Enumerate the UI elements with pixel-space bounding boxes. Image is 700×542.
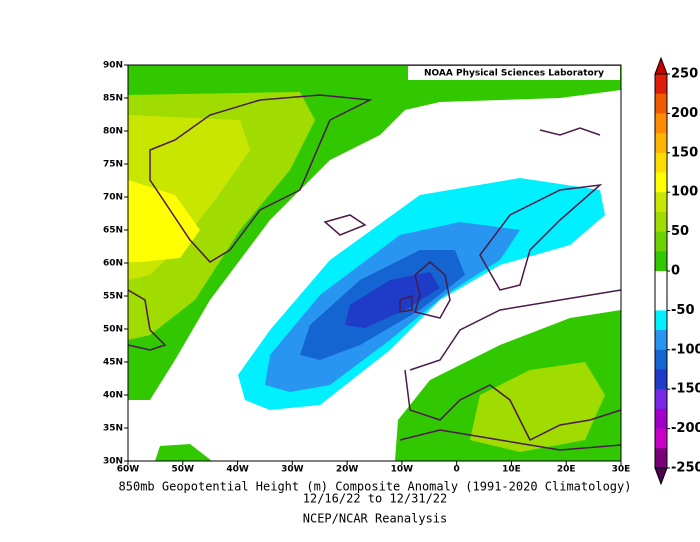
map: NOAA Physical Sciences Laboratory — [127, 64, 622, 462]
colorbar-segment — [655, 408, 667, 429]
lat-label: 45N — [103, 358, 123, 368]
colorbar-segment — [655, 349, 667, 370]
lat-label: 50N — [103, 325, 123, 335]
africa-coast — [399, 429, 622, 451]
scandinavia — [479, 183, 603, 291]
lat-label: 40N — [103, 391, 123, 401]
colorbar-segment — [655, 290, 667, 311]
lat-label: 70N — [103, 193, 123, 203]
lon-label: 10W — [391, 465, 414, 475]
colorbar-segment — [655, 251, 667, 272]
svalbard — [539, 127, 601, 136]
europe — [404, 289, 622, 442]
lat-label: 55N — [103, 292, 123, 302]
colorbar-label: -50 — [671, 303, 695, 318]
britain — [414, 261, 451, 319]
caption-source: NCEP/NCAR Reanalysis — [303, 512, 448, 526]
colorbar-segment — [655, 152, 667, 173]
colorbar-segment — [655, 448, 667, 469]
colorbar-segment — [655, 211, 667, 232]
colorbar-segment — [655, 192, 667, 213]
lat-label: 65N — [103, 226, 123, 236]
colorbar-label: 0 — [671, 264, 680, 279]
caption-title: 850mb Geopotential Height (m) Composite … — [119, 480, 632, 494]
contour-fill — [470, 362, 605, 452]
lon-label: 50W — [172, 465, 195, 475]
lab-box — [408, 66, 620, 80]
caption-dates: 12/16/22 to 12/31/22 — [303, 492, 448, 506]
colorbar-segment — [655, 113, 667, 134]
colorbar-segment — [655, 172, 667, 193]
colorbar-segment — [655, 428, 667, 449]
coastlines — [127, 94, 622, 451]
colorbar-segment — [655, 231, 667, 252]
colorbar-segment — [655, 389, 667, 410]
contour-fill — [155, 444, 212, 461]
lon-label: 30W — [281, 465, 304, 475]
lab-label: NOAA Physical Sciences Laboratory — [424, 69, 604, 79]
iceland — [323, 214, 367, 236]
colorbar-label: -100 — [671, 342, 700, 357]
lat-label: 85N — [103, 94, 123, 104]
colorbar-label: 50 — [671, 224, 689, 239]
labrador — [127, 289, 167, 351]
colorbar-over — [654, 56, 668, 75]
lat-label: 80N — [103, 127, 123, 137]
lon-label: 40W — [226, 465, 249, 475]
colorbar-label: 200 — [671, 106, 698, 121]
lat-label: 60N — [103, 259, 123, 269]
colorbar-segment — [655, 310, 667, 331]
lon-label: 20W — [336, 465, 359, 475]
lon-label: 0 — [454, 465, 460, 475]
colorbar-label: 150 — [671, 145, 698, 160]
colorbar-label: 100 — [671, 185, 698, 200]
lat-label: 75N — [103, 160, 123, 170]
colorbar-label: -200 — [671, 421, 700, 436]
colorbar-label: -250 — [671, 461, 700, 476]
colorbar-segment — [655, 74, 667, 94]
colorbar-segment — [655, 93, 667, 114]
greenland — [149, 94, 373, 263]
colorbar-segment — [655, 133, 667, 154]
colorbar-segment — [655, 271, 667, 291]
colorbar-segment — [655, 330, 667, 351]
lon-label: 10E — [502, 465, 521, 475]
lon-label: 60W — [117, 465, 140, 475]
lon-label: 30E — [612, 465, 631, 475]
colorbar-segment — [655, 369, 667, 390]
colorbar-under — [654, 467, 668, 486]
contour-fill — [345, 272, 440, 328]
contour-fill — [128, 180, 200, 262]
colorbar-label: -150 — [671, 382, 700, 397]
lat-label: 35N — [103, 424, 123, 434]
ireland — [399, 294, 413, 313]
colorbar-label: 250 — [671, 67, 698, 82]
lat-label: 90N — [103, 61, 123, 71]
lon-label: 20E — [557, 465, 576, 475]
lat-label: 30N — [103, 457, 123, 467]
